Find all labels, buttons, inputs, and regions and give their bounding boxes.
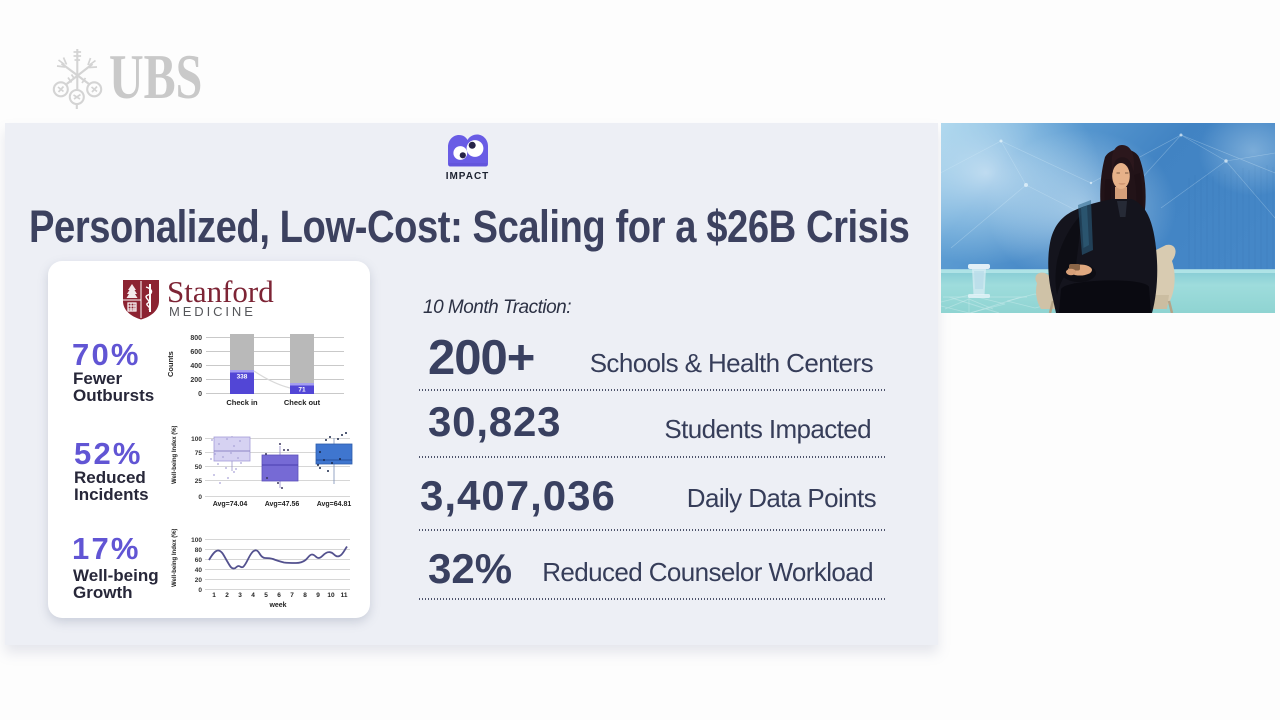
svg-text:11: 11 bbox=[341, 592, 348, 599]
svg-text:20: 20 bbox=[195, 577, 203, 584]
svg-text:0: 0 bbox=[198, 587, 202, 594]
svg-text:4: 4 bbox=[251, 592, 255, 599]
svg-text:Well-being Index (%): Well-being Index (%) bbox=[172, 426, 178, 484]
svg-text:9: 9 bbox=[316, 592, 320, 599]
svg-text:400: 400 bbox=[190, 363, 202, 370]
svg-text:338: 338 bbox=[237, 374, 248, 381]
svg-text:10: 10 bbox=[327, 592, 335, 599]
svg-text:Counts: Counts bbox=[166, 351, 175, 377]
svg-text:0: 0 bbox=[198, 391, 202, 398]
svg-text:Avg=74.04: Avg=74.04 bbox=[213, 501, 248, 508]
svg-text:80: 80 bbox=[195, 547, 203, 554]
svg-text:0: 0 bbox=[198, 494, 202, 501]
svg-text:2: 2 bbox=[225, 592, 229, 599]
svg-text:7: 7 bbox=[290, 592, 294, 599]
svg-text:25: 25 bbox=[195, 478, 203, 485]
svg-text:800: 800 bbox=[190, 335, 202, 342]
svg-text:200: 200 bbox=[190, 377, 202, 384]
svg-text:5: 5 bbox=[264, 592, 268, 599]
svg-text:Check in: Check in bbox=[226, 398, 258, 407]
svg-text:6: 6 bbox=[277, 592, 281, 599]
svg-text:Check out: Check out bbox=[284, 398, 321, 407]
svg-text:Avg=47.56: Avg=47.56 bbox=[265, 501, 300, 508]
svg-text:1: 1 bbox=[212, 592, 216, 599]
svg-text:8: 8 bbox=[303, 592, 307, 599]
svg-text:71: 71 bbox=[298, 387, 306, 394]
svg-text:Well-being Index (%): Well-being Index (%) bbox=[172, 529, 178, 587]
svg-text:50: 50 bbox=[195, 464, 203, 471]
svg-text:Avg=64.81: Avg=64.81 bbox=[317, 501, 352, 508]
svg-text:week: week bbox=[268, 602, 286, 609]
svg-text:60: 60 bbox=[195, 557, 203, 564]
svg-text:100: 100 bbox=[191, 436, 202, 443]
svg-text:600: 600 bbox=[190, 349, 202, 356]
svg-text:100: 100 bbox=[191, 537, 202, 544]
svg-text:40: 40 bbox=[195, 567, 203, 574]
svg-text:3: 3 bbox=[238, 592, 242, 599]
svg-text:75: 75 bbox=[195, 450, 203, 457]
